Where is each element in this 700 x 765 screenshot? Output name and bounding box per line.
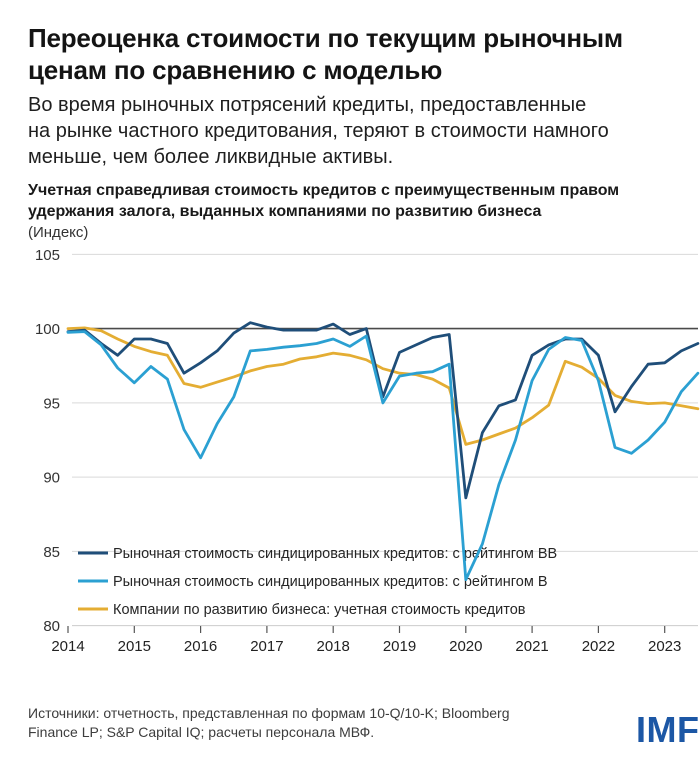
gridlines (72, 253, 698, 627)
x-label-2018: 2018 (317, 638, 350, 655)
x-label-2014: 2014 (51, 638, 84, 655)
series-line-b-rated (66, 330, 700, 581)
x-label-2023: 2023 (648, 638, 681, 655)
x-label-2019: 2019 (383, 638, 416, 655)
title-line-2: ценам по сравнению с моделью (28, 55, 443, 85)
page-subtitle: Во время рыночных потрясений кредиты, пр… (28, 92, 696, 170)
source-line-1: Источники: отчетность, представленная по… (28, 705, 510, 721)
source-note: Источники: отчетность, представленная по… (28, 704, 528, 742)
chart-heading-line-1: Учетная справедливая стоимость кредитов … (28, 182, 620, 199)
x-label-2021: 2021 (515, 638, 548, 655)
legend-label-b: Рыночная стоимость синдицированных креди… (113, 574, 548, 590)
x-label-2017: 2017 (250, 638, 283, 655)
y-label-85: 85 (43, 544, 60, 561)
chart-heading-line-2: удержания залога, выданных компаниями по… (28, 203, 542, 220)
y-label-100: 100 (35, 321, 60, 338)
chart-legend: Рыночная стоимость синдицированных креди… (78, 546, 557, 618)
x-label-2020: 2020 (449, 638, 482, 655)
series-line-bdc-book-value (66, 326, 700, 446)
y-axis-labels: 105 100 95 90 85 80 (35, 247, 60, 635)
legend-label-bdc: Компании по развитию бизнеса: учетная ст… (113, 602, 526, 618)
axis-unit-label: (Индекс) (28, 224, 89, 241)
imf-logo: IMF (636, 709, 700, 750)
page-title: Переоценка стоимости по текущим рыночным… (28, 22, 688, 86)
x-tick-marks (67, 626, 666, 633)
x-axis-labels: 2014 2015 2016 2017 2018 2019 2020 2021 … (51, 638, 681, 655)
y-label-80: 80 (43, 618, 60, 635)
subtitle-line-2: на рынке частного кредитования, теряют в… (28, 120, 609, 142)
source-line-2: Finance LP; S&P Capital IQ; расчеты перс… (28, 724, 375, 740)
title-line-1: Переоценка стоимости по текущим рыночным (28, 23, 623, 53)
series-layer (66, 321, 700, 581)
x-label-2016: 2016 (184, 638, 217, 655)
series-line-bb-rated (66, 321, 700, 500)
subtitle-line-3: меньше, чем более ликвидные активы. (28, 146, 394, 168)
subtitle-line-1: Во время рыночных потрясений кредиты, пр… (28, 94, 587, 116)
chart-heading: Учетная справедливая стоимость кредитов … (28, 180, 696, 222)
x-label-2022: 2022 (582, 638, 615, 655)
legend-label-bb: Рыночная стоимость синдицированных креди… (113, 546, 557, 562)
y-label-105: 105 (35, 247, 60, 264)
x-label-2015: 2015 (118, 638, 151, 655)
y-label-95: 95 (43, 395, 60, 412)
y-label-90: 90 (43, 470, 60, 487)
